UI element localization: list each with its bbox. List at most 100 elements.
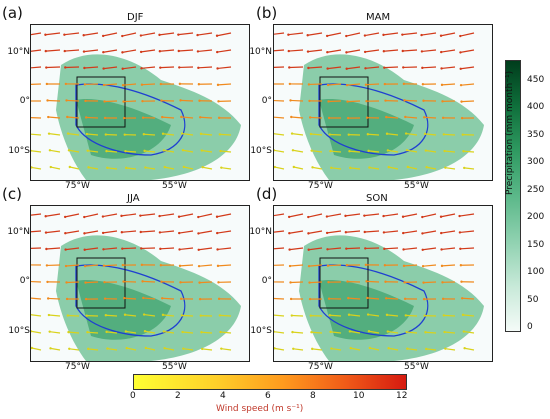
wind-arrow-head [161, 313, 165, 317]
wind-arrow-head [63, 215, 67, 219]
wind-arrow [274, 116, 285, 119]
wind-arrow-head [420, 50, 424, 53]
wind-arrow [289, 264, 304, 267]
wind-arrow [162, 297, 175, 300]
wind-arrow-head [403, 281, 406, 284]
wind-arrow-head [382, 33, 385, 37]
wind-arrow-head [162, 149, 166, 152]
wind-arrow [216, 213, 232, 218]
wind-arrow [140, 32, 156, 37]
wind-arrow [198, 213, 213, 218]
wind-arrow-head [422, 99, 425, 102]
wind-arrow-head [459, 34, 462, 38]
wind-arrow [440, 213, 456, 218]
wind-arrow [274, 331, 285, 334]
wind-arrow [308, 230, 323, 234]
wind-arrow-head [140, 263, 144, 267]
wind-arrow [45, 213, 61, 217]
wind-arrow [425, 331, 437, 334]
wind-arrow-head [366, 296, 369, 300]
wind-arrow [327, 32, 342, 37]
wind-arrow [386, 297, 399, 300]
precip-colorbar [505, 60, 521, 332]
wind-arrow-head [364, 83, 368, 86]
wind-arrow [364, 32, 380, 37]
wind-arrow-head [422, 297, 426, 301]
wind-arrow-head [346, 280, 349, 283]
wind-arrow [406, 132, 418, 136]
wind-arrow [201, 149, 213, 153]
wind-arrow-head [66, 314, 69, 317]
lat-tick: 10°S [250, 326, 272, 336]
wind-arrow [327, 83, 342, 86]
wind-arrow [312, 348, 323, 351]
lat-tick: 10°N [7, 47, 30, 57]
wind-arrow [365, 49, 380, 53]
wind-arrow [83, 49, 99, 53]
wind-arrow [31, 166, 42, 170]
wind-arrow [331, 347, 342, 351]
wind-arrow [126, 167, 137, 170]
wind-arrow-head [384, 99, 387, 102]
wind-arrow-head [383, 82, 387, 86]
wind-arrow [346, 32, 361, 37]
wind-arrow-head [159, 82, 163, 86]
wind-arrow [123, 83, 137, 86]
wind-arrow [31, 213, 42, 216]
wind-arrow-head [423, 132, 427, 136]
wind-arrow [349, 150, 361, 153]
lon-tick: 55°W [404, 362, 429, 372]
wind-arrow-head [161, 115, 164, 119]
wind-arrow-head [197, 264, 201, 268]
wind-arrow-head [421, 215, 424, 219]
wind-arrow-head [459, 247, 462, 251]
wind-arrow [292, 149, 304, 153]
wind-arrow [199, 264, 213, 267]
wind-arrow [88, 166, 99, 170]
wind-arrow-head [462, 150, 465, 153]
wind-arrow [274, 247, 285, 250]
wind-arrow-head [124, 150, 127, 153]
wind-arrow [178, 213, 194, 218]
wind-arrow [87, 331, 99, 334]
wind-arrow-head [144, 346, 148, 350]
wind-arrow [368, 150, 380, 153]
wind-arrow [49, 149, 61, 153]
wind-arrow-head [308, 297, 312, 301]
wind-arrow [162, 133, 175, 136]
wind-arrow [274, 314, 285, 317]
wind-arrow-head [382, 231, 386, 234]
wind-arrow-head [402, 248, 405, 251]
wind-arrow-head [181, 149, 185, 152]
wind-arrow [143, 133, 156, 136]
precip-tick: 250 [527, 185, 545, 195]
wind-arrow [47, 99, 61, 102]
wind-arrow-head [325, 231, 329, 235]
wind-arrow [444, 331, 456, 334]
wind-arrow-head [218, 314, 221, 317]
wind-arrow [64, 49, 80, 52]
wind-arrow-head [329, 330, 332, 334]
wind-arrow [220, 150, 232, 153]
wind-arrow-head [463, 166, 466, 170]
wind-arrow-head [140, 83, 144, 86]
wind-arrow [106, 331, 118, 334]
wind-arrow-head [217, 281, 220, 284]
wind-arrow-head [274, 347, 276, 350]
wind-arrow [404, 99, 418, 102]
wind-arrow [402, 213, 418, 218]
wind-arrow-head [140, 67, 143, 70]
wind-arrow-head [220, 166, 223, 169]
wind-arrow [346, 49, 361, 53]
wind-arrow [179, 264, 194, 267]
wind-arrow-head [310, 331, 313, 334]
wind-arrow-head [123, 313, 127, 316]
wind-arrow-head [158, 214, 161, 218]
lat-tick: 0° [19, 276, 30, 286]
wind-arrow [103, 32, 118, 37]
wind-arrow-head [125, 346, 128, 350]
wind-arrow-head [330, 347, 333, 350]
wind-arrow-head [201, 166, 204, 169]
wind-arrow-head [386, 330, 389, 333]
wind-arrow [31, 133, 42, 136]
